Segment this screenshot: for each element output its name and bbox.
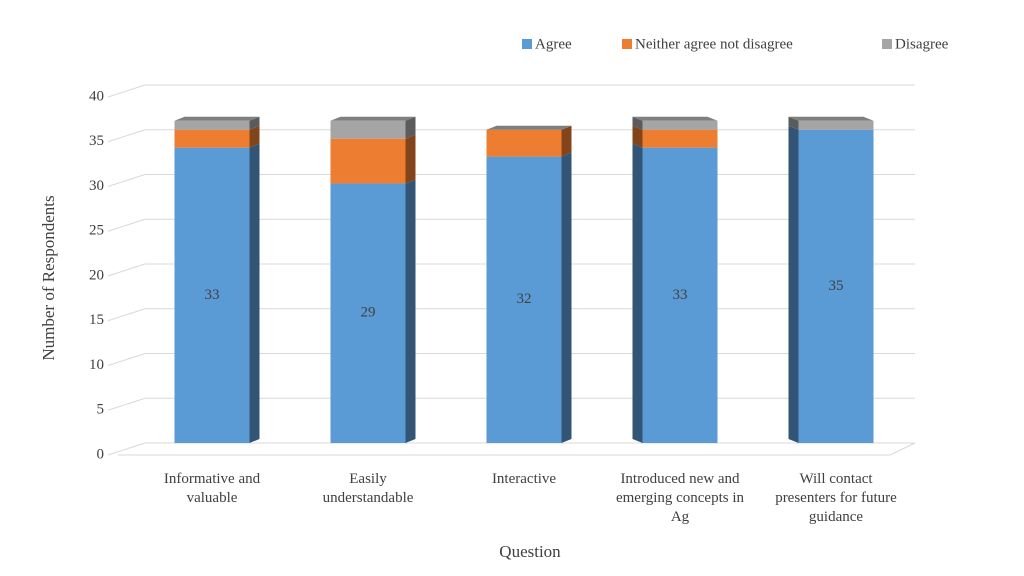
bar-top bbox=[788, 116, 874, 121]
bar-side bbox=[249, 143, 260, 443]
bar-segment bbox=[174, 129, 250, 148]
bar-segment bbox=[798, 129, 874, 443]
legend-swatch bbox=[882, 39, 892, 49]
y-tick-label: 35 bbox=[89, 133, 104, 149]
bar-segment bbox=[330, 183, 406, 443]
bar-side bbox=[405, 116, 416, 139]
bar-side bbox=[632, 116, 643, 130]
grid-line bbox=[107, 353, 146, 366]
bar-side bbox=[249, 116, 260, 130]
legend-swatch bbox=[522, 39, 532, 49]
bar-top bbox=[632, 116, 718, 121]
legend-label: Agree bbox=[535, 36, 572, 52]
x-axis-title: Question bbox=[499, 542, 561, 561]
grid-line bbox=[107, 263, 146, 277]
bar-segment bbox=[798, 120, 874, 130]
y-tick-label: 0 bbox=[97, 446, 105, 462]
bar-top bbox=[486, 125, 572, 130]
bar-segment bbox=[174, 120, 250, 130]
bar-segment bbox=[642, 120, 718, 130]
y-tick-label: 10 bbox=[89, 357, 104, 373]
grid-line bbox=[107, 218, 146, 232]
y-tick-label: 30 bbox=[89, 178, 104, 194]
bar-segment bbox=[174, 147, 250, 443]
y-axis-title: Number of Respondents bbox=[39, 195, 58, 360]
bar-side bbox=[561, 125, 572, 157]
bar-segment bbox=[486, 129, 562, 157]
x-tick-label: Will contact presenters for future guida… bbox=[775, 471, 897, 525]
bar-segment bbox=[642, 147, 718, 443]
y-tick-label: 20 bbox=[89, 267, 104, 283]
bar-top bbox=[174, 116, 260, 121]
y-tick-label: 40 bbox=[89, 88, 104, 104]
grid-line bbox=[107, 84, 146, 98]
bar-segment bbox=[486, 156, 562, 443]
y-tick-label: 15 bbox=[89, 312, 104, 328]
data-label: 32 bbox=[517, 291, 532, 307]
bar-top bbox=[330, 116, 416, 121]
grid-line bbox=[107, 397, 146, 411]
grid-line bbox=[107, 308, 146, 322]
bar-side bbox=[405, 134, 416, 184]
floor-edge bbox=[889, 442, 916, 456]
legend-label: Neither agree not disagree bbox=[635, 36, 793, 52]
bar-side bbox=[561, 152, 572, 443]
bar-side bbox=[405, 179, 416, 443]
legend-swatch bbox=[622, 39, 632, 49]
grid-line bbox=[107, 174, 146, 187]
data-label: 35 bbox=[829, 278, 844, 294]
y-tick-label: 25 bbox=[89, 223, 104, 239]
bar-side bbox=[632, 125, 643, 148]
bar-side bbox=[788, 125, 799, 443]
x-tick-label: Interactive bbox=[491, 471, 557, 487]
bar-side bbox=[632, 143, 643, 443]
bar-side bbox=[788, 116, 799, 130]
legend-label: Disagree bbox=[895, 36, 949, 52]
data-label: 33 bbox=[673, 287, 688, 303]
grid-line bbox=[107, 442, 146, 456]
data-label: 29 bbox=[361, 305, 376, 321]
x-tick-label: Introduced new and emerging concepts in … bbox=[615, 471, 745, 525]
bar-segment bbox=[330, 120, 406, 139]
y-tick-label: 5 bbox=[97, 402, 105, 418]
bar-side bbox=[249, 125, 260, 148]
bar-segment bbox=[642, 129, 718, 148]
x-tick-label: Informative and valuable bbox=[163, 471, 261, 506]
bar-segment bbox=[330, 138, 406, 184]
grid-line bbox=[107, 129, 146, 143]
data-label: 33 bbox=[205, 287, 220, 303]
x-tick-label: Easily understandable bbox=[322, 471, 414, 506]
